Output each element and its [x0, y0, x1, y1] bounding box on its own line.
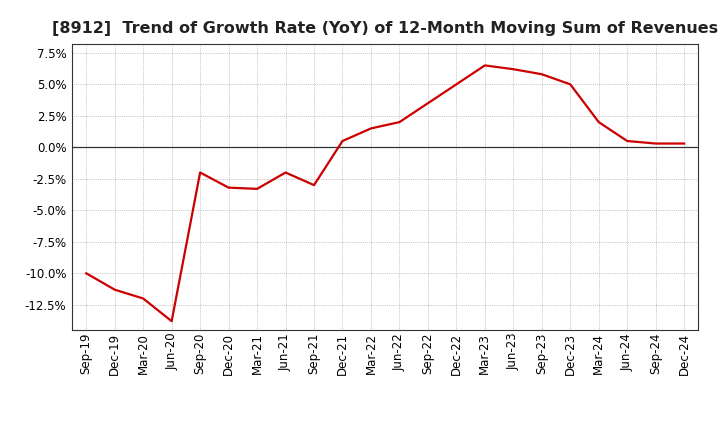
Title: [8912]  Trend of Growth Rate (YoY) of 12-Month Moving Sum of Revenues: [8912] Trend of Growth Rate (YoY) of 12-… — [52, 21, 719, 36]
